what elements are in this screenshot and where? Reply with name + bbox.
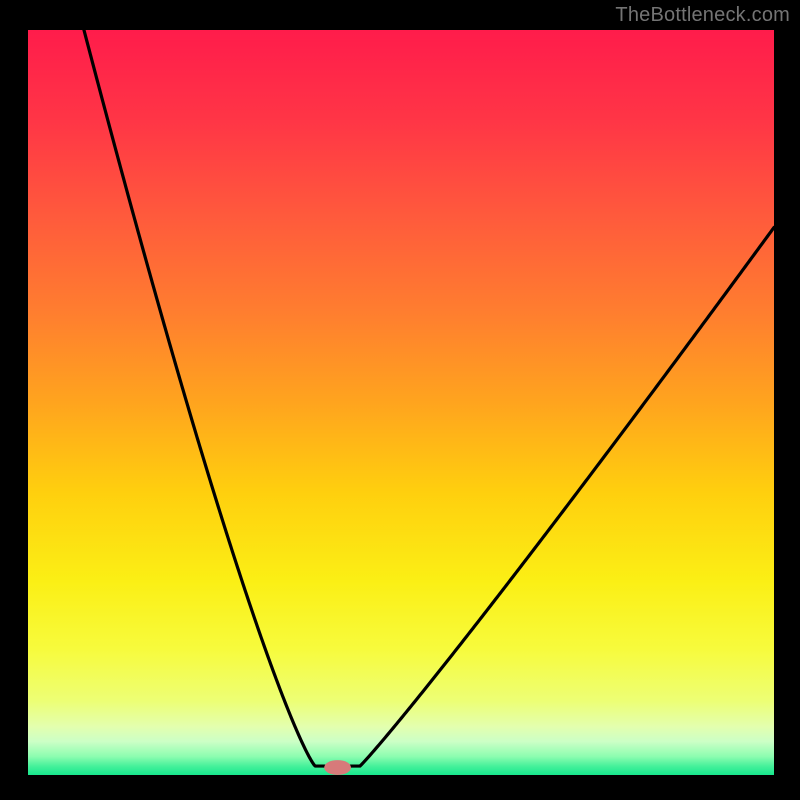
plot-area: [28, 30, 774, 775]
chart-canvas: [0, 0, 800, 800]
minimum-marker: [324, 760, 351, 775]
watermark-text: TheBottleneck.com: [615, 4, 790, 27]
chart-root: { "meta": { "width_px": 800, "height_px"…: [0, 0, 800, 800]
